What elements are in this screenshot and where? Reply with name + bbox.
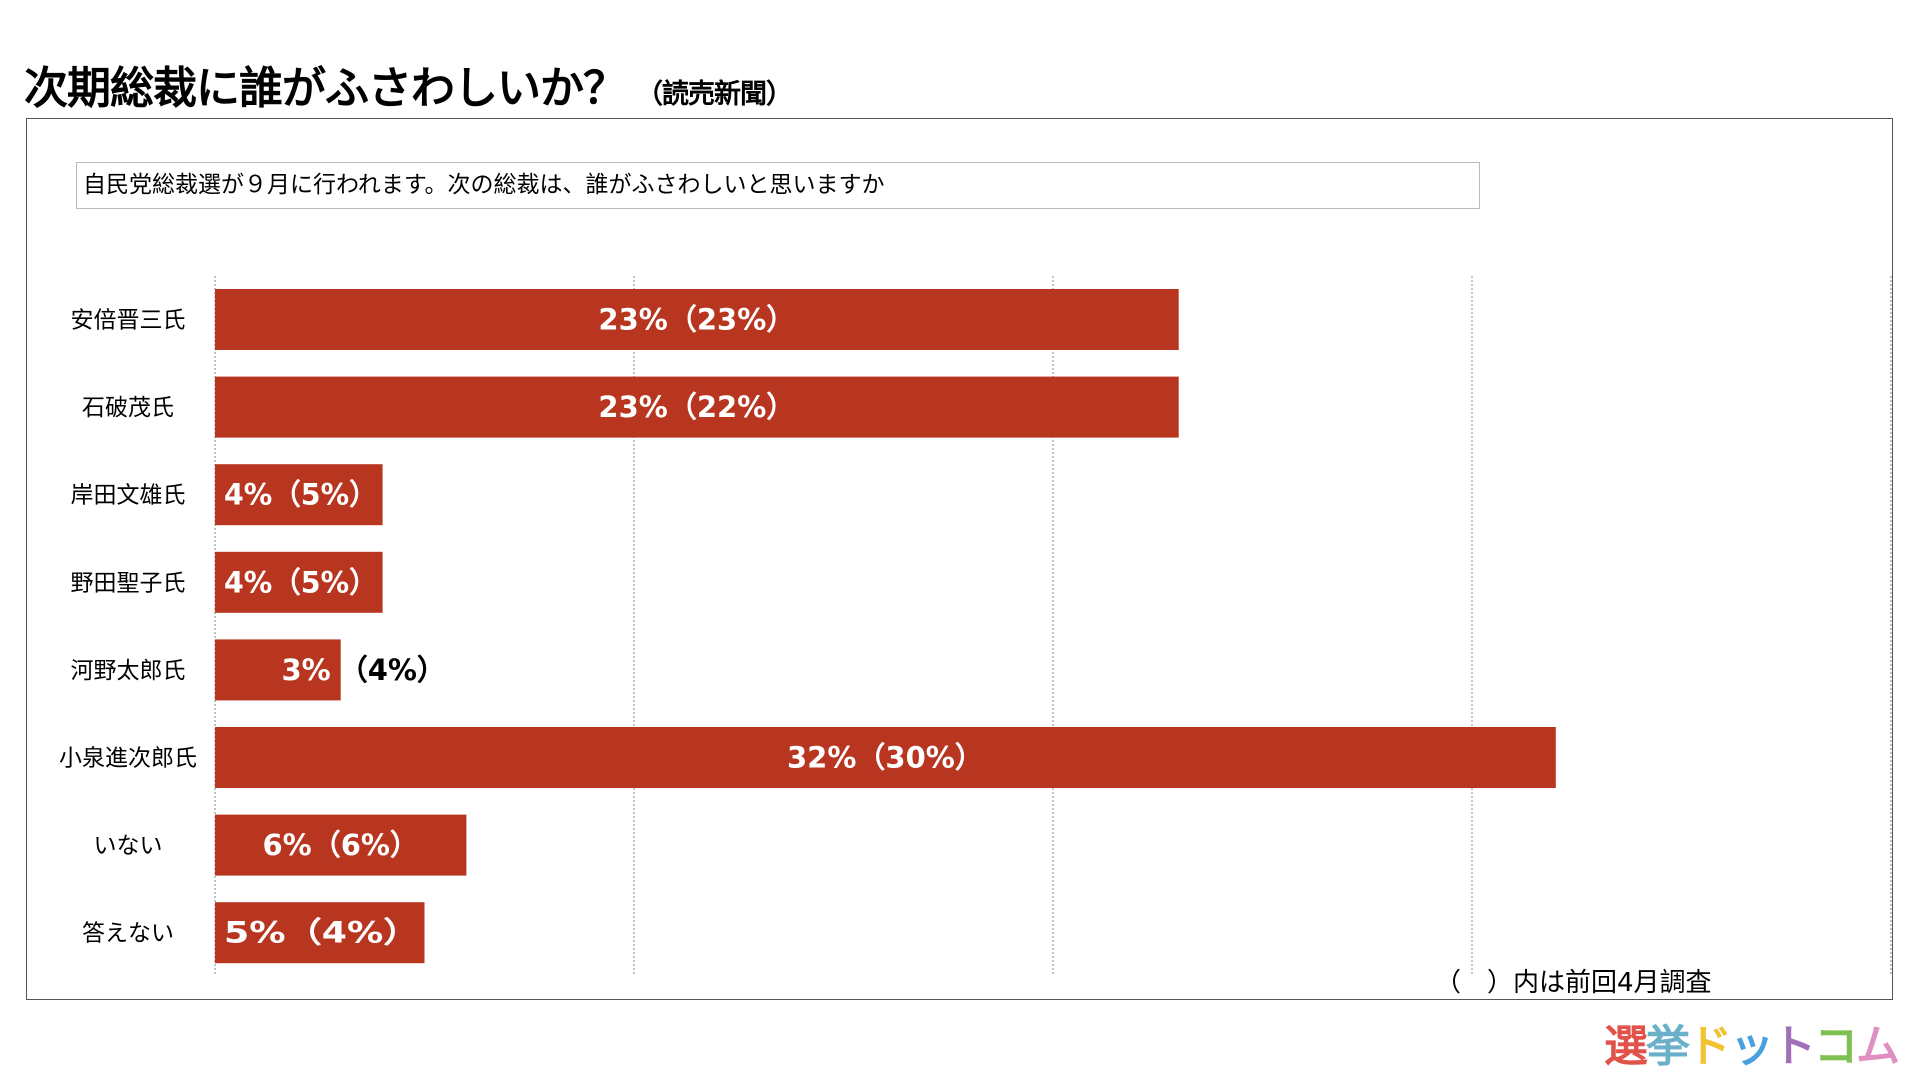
category-label: 答えない — [82, 921, 174, 947]
data-label: 4%（5%） — [224, 565, 378, 599]
data-label: 4%（5%） — [224, 478, 378, 512]
logo-letter: ッ — [1730, 1021, 1774, 1072]
category-label: 野田聖子氏 — [71, 570, 186, 596]
bar — [215, 727, 1556, 788]
category-label: いない — [94, 833, 163, 859]
data-label: 23%（23%） — [598, 303, 795, 337]
logo-letter: ド — [1688, 1021, 1732, 1072]
previous-data-label: （4%） — [339, 653, 446, 687]
category-label: 石破茂氏 — [82, 395, 174, 421]
logo-letter: ム — [1856, 1021, 1900, 1072]
category-label: 河野太郎氏 — [71, 658, 186, 684]
senkyo-dotcom-logo: 選挙ドットコム — [1604, 1010, 1900, 1074]
category-label: 安倍晋三氏 — [71, 308, 186, 334]
bar — [215, 639, 341, 701]
previous-survey-note: （ ）内は前回4月調査 — [1435, 968, 1712, 998]
logo-letter: ト — [1772, 1021, 1816, 1072]
logo-letter: 挙 — [1646, 1021, 1690, 1072]
data-label: 32%（30%） — [787, 741, 984, 775]
logo-letter: 選 — [1604, 1021, 1648, 1072]
data-label: 3% — [281, 653, 330, 687]
source-label: （読売新聞） — [636, 79, 793, 110]
data-label: 23%（22%） — [598, 390, 795, 424]
chart-frame — [26, 118, 1893, 1000]
bar — [215, 464, 383, 526]
bar — [215, 902, 425, 964]
bar — [215, 551, 383, 613]
bar — [215, 289, 1179, 350]
category-label: 岸田文雄氏 — [71, 483, 186, 509]
data-label: 5%（4%） — [224, 916, 420, 950]
data-label: 6%（6%） — [262, 828, 418, 862]
bar — [215, 814, 467, 876]
title-text: 次期総裁に誰がふさわしいか？ — [24, 63, 627, 114]
logo-letter: コ — [1814, 1021, 1858, 1072]
category-label: 小泉進次郎氏 — [59, 746, 197, 772]
survey-question: 自民党総裁選が９月に行われます。次の総裁は、誰がふさわしいと思いますか — [76, 162, 1480, 209]
chart-title: 次期総裁に誰がふさわしいか？ （読売新聞） — [24, 52, 793, 116]
bar — [215, 376, 1179, 438]
